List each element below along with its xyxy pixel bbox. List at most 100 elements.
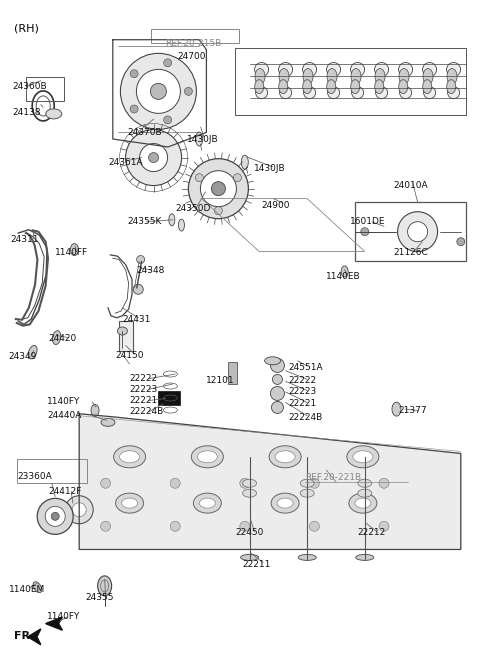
Text: 24900: 24900	[262, 201, 290, 210]
Circle shape	[149, 152, 158, 163]
Ellipse shape	[275, 451, 295, 463]
Text: 22224B: 22224B	[130, 407, 164, 416]
Text: 24349: 24349	[9, 352, 37, 361]
Circle shape	[120, 54, 196, 129]
Ellipse shape	[375, 68, 385, 85]
Ellipse shape	[270, 358, 285, 373]
Circle shape	[240, 478, 250, 489]
Text: 24348: 24348	[137, 265, 165, 275]
Bar	[26, 77, 64, 101]
Text: 22221: 22221	[130, 396, 158, 405]
Ellipse shape	[447, 87, 459, 99]
Text: 21126C: 21126C	[394, 248, 428, 258]
Text: 1140EB: 1140EB	[326, 271, 361, 281]
Polygon shape	[79, 414, 461, 549]
Text: 21377: 21377	[398, 406, 427, 415]
Ellipse shape	[71, 244, 78, 256]
Text: 22211: 22211	[242, 559, 271, 569]
Bar	[151, 29, 239, 43]
Ellipse shape	[254, 62, 269, 77]
Text: 24420: 24420	[48, 334, 76, 344]
Ellipse shape	[422, 62, 437, 77]
Ellipse shape	[351, 87, 364, 99]
Ellipse shape	[242, 479, 257, 487]
Ellipse shape	[116, 493, 144, 513]
Ellipse shape	[101, 418, 115, 426]
Ellipse shape	[327, 87, 340, 99]
Circle shape	[133, 284, 143, 295]
Ellipse shape	[303, 68, 313, 85]
Bar	[228, 362, 237, 384]
Ellipse shape	[327, 79, 336, 94]
Text: (RH): (RH)	[14, 23, 39, 33]
Ellipse shape	[270, 387, 285, 401]
Circle shape	[37, 498, 73, 534]
Bar	[17, 459, 87, 483]
Ellipse shape	[278, 62, 293, 77]
Text: 24150: 24150	[115, 351, 144, 360]
Ellipse shape	[279, 79, 288, 94]
Circle shape	[310, 478, 319, 489]
Ellipse shape	[347, 446, 379, 468]
Ellipse shape	[255, 79, 264, 94]
Ellipse shape	[169, 214, 175, 226]
Circle shape	[361, 228, 369, 236]
Ellipse shape	[196, 132, 203, 146]
Polygon shape	[28, 629, 41, 645]
Ellipse shape	[273, 375, 282, 385]
Circle shape	[379, 478, 389, 489]
Ellipse shape	[351, 68, 361, 85]
Ellipse shape	[240, 554, 259, 561]
Circle shape	[188, 159, 249, 218]
Text: REF.20-221B: REF.20-221B	[305, 473, 361, 483]
Ellipse shape	[279, 87, 292, 99]
Ellipse shape	[300, 489, 314, 497]
Ellipse shape	[118, 327, 127, 335]
Text: 22223: 22223	[130, 385, 158, 394]
Ellipse shape	[255, 68, 265, 85]
Ellipse shape	[376, 87, 388, 99]
Bar	[355, 202, 466, 261]
Circle shape	[215, 207, 222, 214]
Circle shape	[164, 59, 172, 67]
Ellipse shape	[272, 401, 283, 414]
Circle shape	[150, 83, 167, 99]
Ellipse shape	[399, 87, 411, 99]
Text: 24360B: 24360B	[12, 81, 47, 91]
Ellipse shape	[374, 62, 389, 77]
Circle shape	[457, 238, 465, 246]
Circle shape	[164, 116, 172, 124]
Ellipse shape	[326, 62, 341, 77]
Ellipse shape	[398, 62, 413, 77]
Circle shape	[397, 212, 438, 252]
Text: 22222: 22222	[130, 374, 158, 383]
Text: 24350D: 24350D	[175, 204, 211, 213]
Ellipse shape	[399, 68, 409, 85]
Text: 22223: 22223	[288, 387, 316, 397]
Ellipse shape	[28, 346, 37, 359]
Circle shape	[211, 181, 226, 196]
Circle shape	[137, 256, 144, 263]
Ellipse shape	[192, 446, 223, 468]
Ellipse shape	[341, 266, 348, 277]
Text: 24412F: 24412F	[48, 487, 82, 496]
Ellipse shape	[120, 451, 140, 463]
Text: 1140FY: 1140FY	[47, 612, 81, 622]
Ellipse shape	[358, 489, 372, 497]
Circle shape	[170, 521, 180, 532]
Ellipse shape	[277, 498, 293, 508]
Circle shape	[240, 521, 250, 532]
Ellipse shape	[298, 554, 316, 561]
Text: 23360A: 23360A	[17, 472, 52, 481]
Text: 22450: 22450	[235, 528, 264, 538]
Text: 22221: 22221	[288, 399, 316, 408]
Ellipse shape	[264, 357, 281, 365]
Text: 1140EM: 1140EM	[9, 585, 45, 594]
Text: 24355K: 24355K	[127, 217, 162, 226]
Text: 24370B: 24370B	[127, 128, 162, 137]
Circle shape	[72, 502, 86, 517]
Ellipse shape	[304, 87, 316, 99]
Circle shape	[136, 70, 180, 113]
Text: 22222: 22222	[288, 376, 316, 385]
Ellipse shape	[350, 62, 365, 77]
